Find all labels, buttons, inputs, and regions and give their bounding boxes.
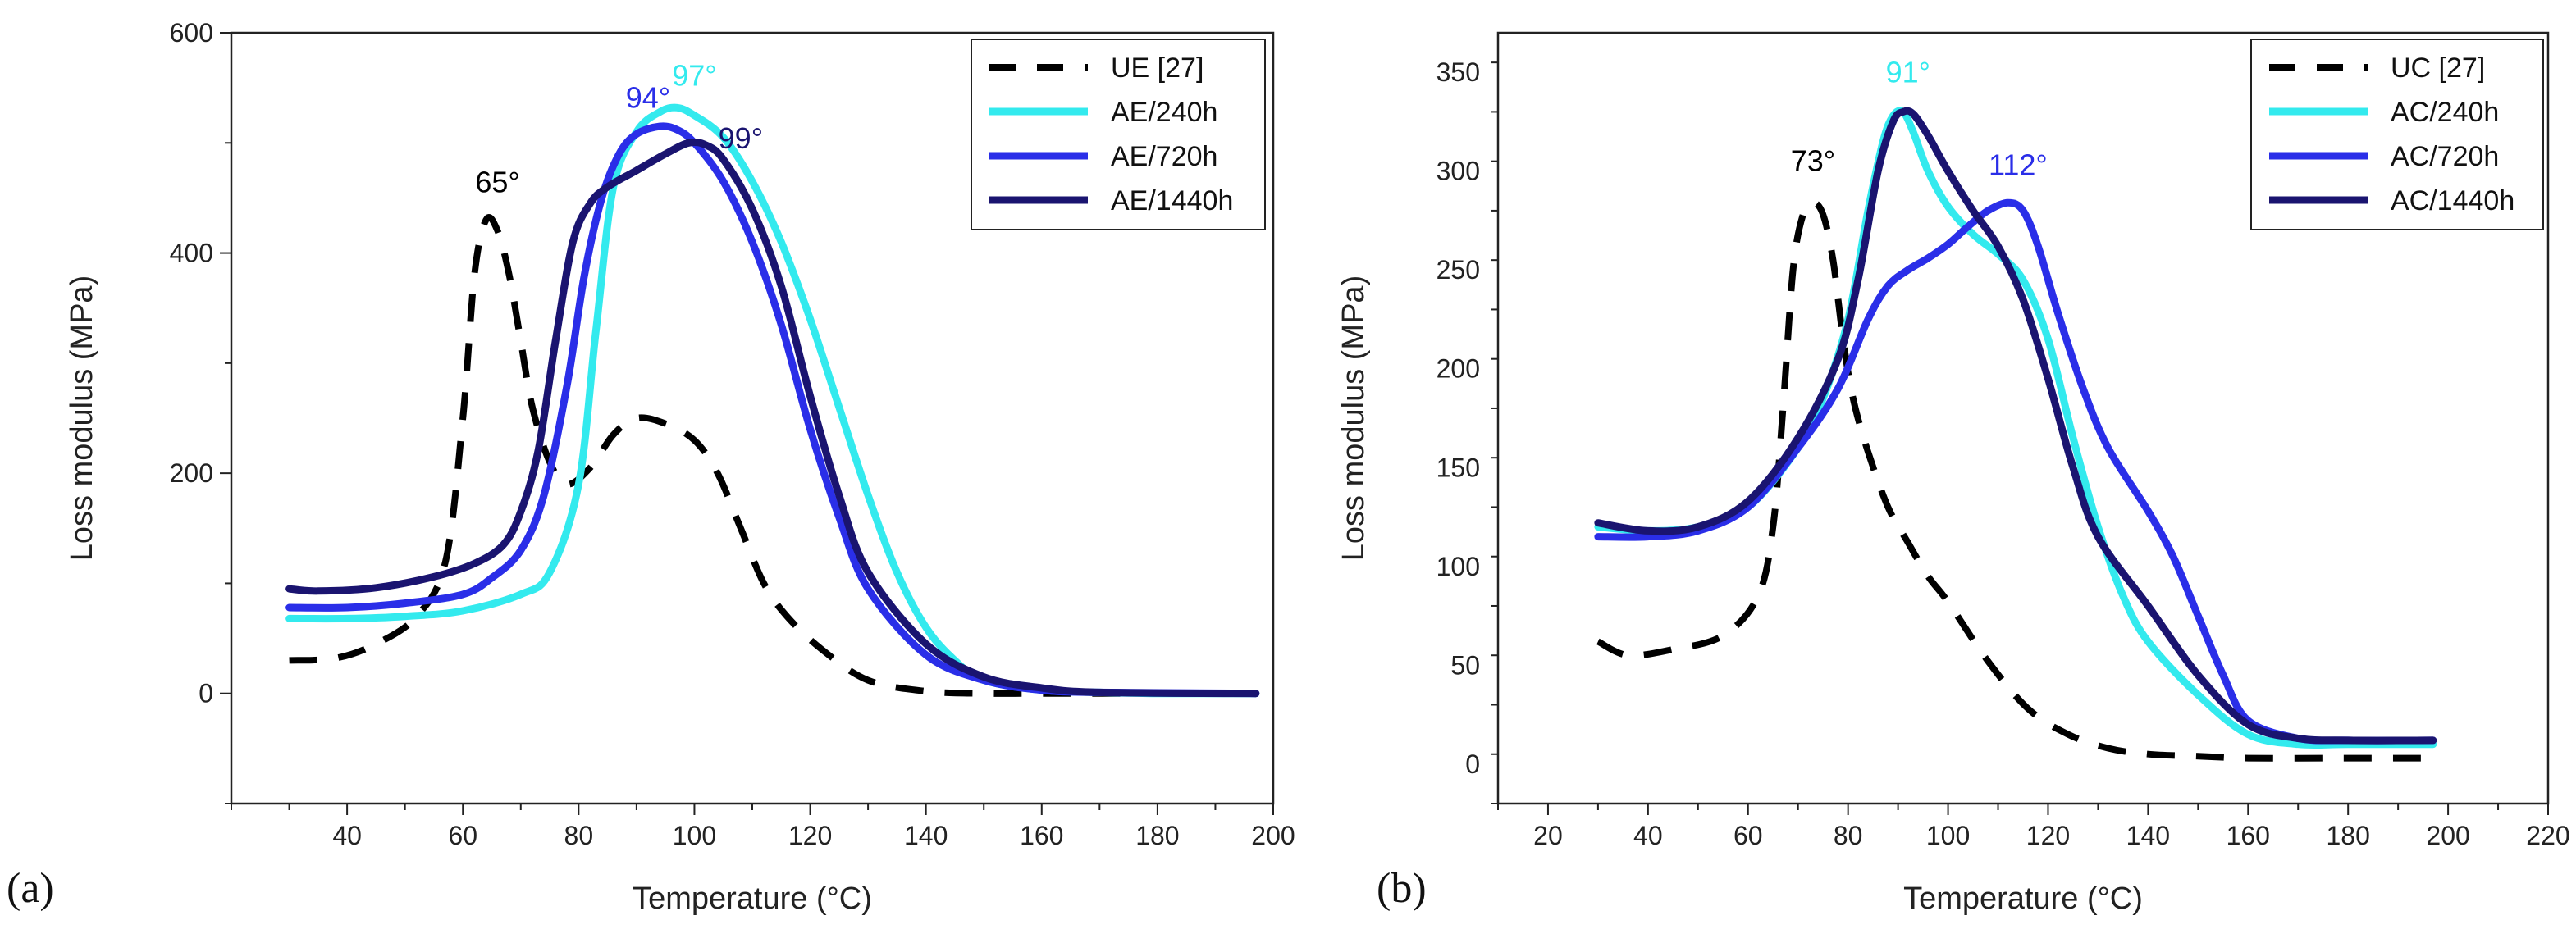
panel-a: 40 60 80 100 120 140 160 180 200 0 200 400 600 Temper… xyxy=(65,18,1295,916)
x-tick-label: 80 xyxy=(1834,821,1863,850)
x-tick-label: 140 xyxy=(904,821,948,850)
legend-label: AC/240h xyxy=(2391,97,2499,128)
x-tick-label: 160 xyxy=(1020,821,1063,850)
x-tick-label: 40 xyxy=(1633,821,1663,850)
legend-label: AC/1440h xyxy=(2391,185,2514,216)
x-tick-label: 140 xyxy=(2126,821,2170,850)
peak-annotation: 99° xyxy=(719,121,763,155)
x-tick-label: 180 xyxy=(1135,821,1179,850)
series-line-ue-27 xyxy=(289,214,1256,697)
y-tick-label: 600 xyxy=(170,18,213,48)
series-line-uc-27 xyxy=(1596,199,2433,762)
x-tick-label: 20 xyxy=(1533,821,1563,850)
panel-label-a: (a) xyxy=(7,865,54,912)
y-tick-label: 300 xyxy=(1436,157,1480,186)
y-axis-title: Loss modulus (MPa) xyxy=(65,276,99,561)
y-tick-label: 100 xyxy=(1436,552,1480,581)
panel-label-b: (b) xyxy=(1377,865,1427,912)
plot-frame xyxy=(1496,31,2550,805)
peak-annotation: 65° xyxy=(475,166,519,199)
legend-label: UC [27] xyxy=(2391,52,2485,84)
peak-annotation: 73° xyxy=(1791,144,1835,178)
x-tick-label: 160 xyxy=(2227,821,2270,850)
series-line-ac-720h xyxy=(1594,198,2437,745)
x-axis-title: Temperature (°C) xyxy=(1903,881,2143,916)
y-axis-title: Loss modulus (MPa) xyxy=(1336,276,1371,561)
series-line-ae-1440h xyxy=(285,138,1260,698)
x-tick-label: 80 xyxy=(564,821,594,850)
y-tick-label: 150 xyxy=(1436,453,1480,482)
x-tick-label: 60 xyxy=(1733,821,1763,850)
series-line-ac-1440h xyxy=(1594,107,2437,745)
series-line-ae-720h xyxy=(285,122,1260,698)
x-axis-title: Temperature (°C) xyxy=(633,881,872,916)
legend: UC [27] AC/240h AC/720h AC/1440h xyxy=(2250,39,2544,230)
x-tick-label: 200 xyxy=(1251,821,1295,850)
y-tick-label: 0 xyxy=(199,679,213,708)
y-tick-label: 200 xyxy=(170,458,213,488)
legend-label: AC/720h xyxy=(2391,141,2499,172)
y-tick-label: 250 xyxy=(1436,255,1480,285)
x-tick-label: 40 xyxy=(332,821,362,850)
peak-annotation: 97° xyxy=(672,58,716,92)
y-tick-label: 200 xyxy=(1436,354,1480,384)
x-tick-label: 100 xyxy=(1926,821,1970,850)
legend: UE [27] AE/240h AE/720h AE/1440h xyxy=(971,39,1266,230)
legend-label: AE/240h xyxy=(1111,97,1217,128)
legend-label: UE [27] xyxy=(1111,52,1204,84)
peak-annotation: 112° xyxy=(1989,148,2048,182)
legend-label: AE/1440h xyxy=(1111,185,1233,216)
peak-annotation: 91° xyxy=(1886,55,1930,89)
x-tick-label: 120 xyxy=(2026,821,2070,850)
y-tick-label: 0 xyxy=(1465,749,1480,779)
x-tick-label: 100 xyxy=(673,821,716,850)
y-tick-label: 350 xyxy=(1436,57,1480,87)
y-tick-label: 400 xyxy=(170,239,213,268)
peak-annotation: 94° xyxy=(626,80,670,114)
x-tick-label: 200 xyxy=(2426,821,2469,850)
panel-b: 20 40 60 80 100 120 140 160 180 200 220 0 50 100 150 20… xyxy=(1336,31,2570,916)
x-tick-label: 60 xyxy=(448,821,477,850)
x-tick-label: 180 xyxy=(2326,821,2369,850)
x-tick-label: 220 xyxy=(2526,821,2569,850)
legend-label: AE/720h xyxy=(1111,141,1217,172)
y-tick-label: 50 xyxy=(1450,650,1480,680)
x-tick-label: 120 xyxy=(788,821,832,850)
